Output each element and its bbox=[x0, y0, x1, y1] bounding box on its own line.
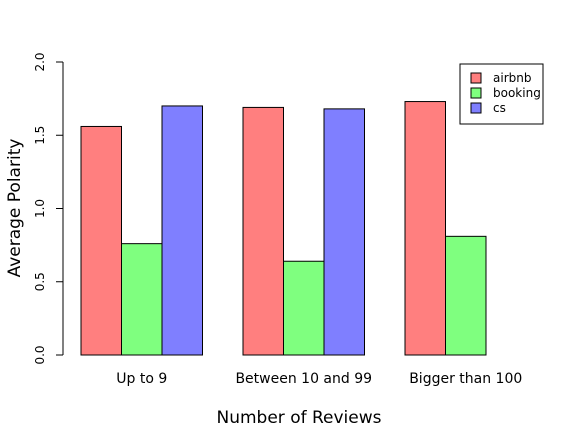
bar-booking-1 bbox=[121, 243, 163, 356]
y-axis: 0.0 0.5 1.0 1.5 2.0 bbox=[33, 52, 64, 365]
legend-label-cs: cs bbox=[493, 101, 506, 115]
bar-airbnb-1 bbox=[80, 125, 122, 356]
bar-booking-3 bbox=[445, 235, 487, 356]
legend-swatch-booking bbox=[470, 87, 482, 99]
x-tick-label: Bigger than 100 bbox=[409, 371, 522, 387]
y-axis-title: Average Polarity bbox=[5, 139, 25, 278]
y-tick-label: 1.0 bbox=[33, 199, 47, 218]
x-tick-label: Between 10 and 99 bbox=[235, 371, 372, 387]
y-tick-label: 2.0 bbox=[33, 52, 47, 71]
bar-airbnb-3 bbox=[404, 101, 446, 356]
legend-label-airbnb: airbnb bbox=[493, 71, 531, 85]
y-tick-label: 1.5 bbox=[33, 126, 47, 145]
y-tick-label: 0.5 bbox=[33, 272, 47, 291]
bars-group bbox=[80, 101, 487, 356]
bar-cs-2 bbox=[323, 108, 365, 356]
legend-label-booking: booking bbox=[493, 86, 541, 100]
y-tick-label: 0.0 bbox=[33, 345, 47, 364]
legend-swatch-cs bbox=[470, 102, 482, 114]
x-axis-title: Number of Reviews bbox=[217, 408, 382, 428]
x-tick-label: Up to 9 bbox=[116, 371, 167, 387]
bar-cs-1 bbox=[161, 105, 203, 356]
x-tick-labels: Up to 9 Between 10 and 99 Bigger than 100 bbox=[116, 371, 522, 387]
legend-swatch-airbnb bbox=[470, 72, 482, 84]
bar-airbnb-2 bbox=[242, 106, 284, 356]
bar-booking-2 bbox=[283, 260, 325, 356]
